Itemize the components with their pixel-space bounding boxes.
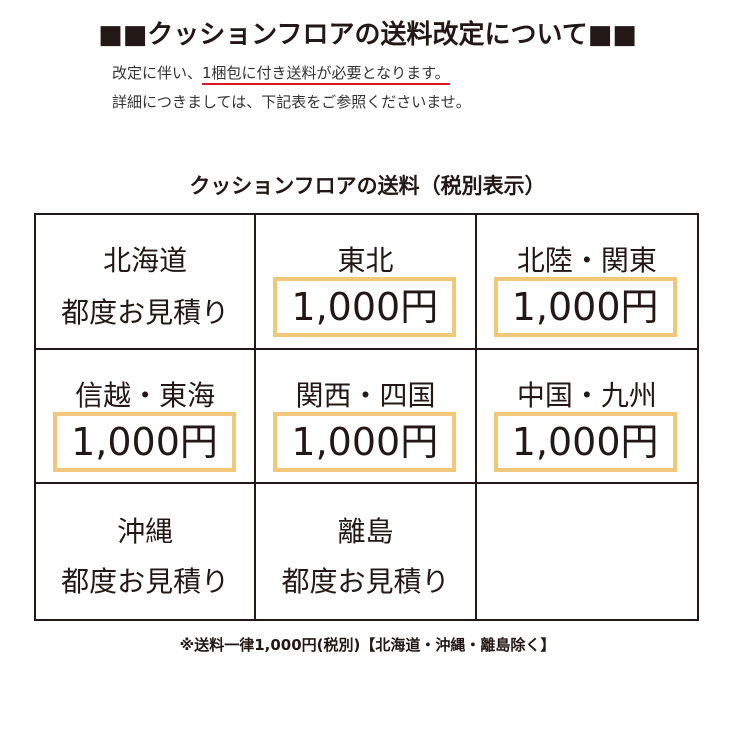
intro-text: 改定に伴い、 (112, 64, 203, 82)
cell-hokuriku-kanto: 北陸・関東 1,000円 (476, 215, 697, 350)
estimate-note: 都度お見積り (61, 565, 230, 599)
intro-underlined-text: 1梱包に付き送料が必要となります。 (202, 64, 450, 85)
cell-chugoku-kyushu: 中国・九州 1,000円 (476, 350, 697, 485)
cell-okinawa: 沖縄 都度お見積り (36, 484, 257, 619)
cell-hokkaido: 北海道 都度お見積り (36, 215, 257, 350)
region-name: 北海道 (103, 244, 188, 277)
estimate-note: 都度お見積り (61, 296, 230, 329)
cell-kansai-shikoku: 関西・四国 1,000円 (256, 349, 477, 485)
intro-line-2: 詳細につきましては、下記表をご参照くださいませ。 (112, 93, 471, 111)
footnote: ※送料一律1,000円(税別)【北海道・沖縄・離島除く】 (179, 636, 556, 654)
price-box: 1,000円 (273, 277, 457, 337)
cell-empty (477, 484, 697, 619)
table-title: クッションフロアの送料（税別表示） (189, 174, 546, 198)
region-name: 関西・四国 (295, 378, 436, 412)
cell-tohoku: 東北 1,000円 (256, 215, 477, 350)
price-box: 1,000円 (273, 411, 457, 472)
region-name: 沖縄 (117, 515, 174, 549)
estimate-note: 都度お見積り (281, 565, 450, 599)
shipping-table: 北海道 都度お見積り 東北 1,000円 北陸・関東 1,000円 信越・東海 1,00… (34, 213, 699, 621)
page-title: ■■クッションフロアの送料改定について■■ (98, 20, 637, 50)
region-name: 信越・東海 (75, 378, 216, 412)
region-name: 東北 (337, 244, 394, 277)
intro-line-1: 改定に伴い、1梱包に付き送料が必要となります。 (112, 62, 450, 85)
cell-islands: 離島 都度お見積り (256, 484, 477, 619)
cell-shinetsu-tokai: 信越・東海 1,000円 (36, 349, 257, 485)
region-name: 離島 (337, 515, 394, 549)
price-box: 1,000円 (53, 411, 236, 472)
region-name: 中国・九州 (516, 378, 657, 412)
price-box: 1,000円 (493, 277, 677, 337)
region-name: 北陸・関東 (516, 244, 657, 277)
price-box: 1,000円 (493, 411, 677, 472)
